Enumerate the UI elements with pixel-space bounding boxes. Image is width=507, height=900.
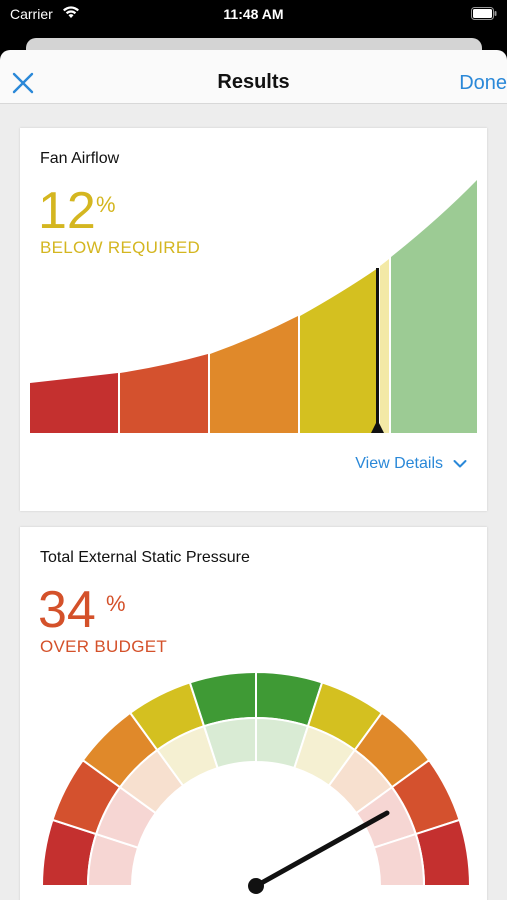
- view-details-label: View Details: [355, 455, 443, 472]
- wifi-icon: [63, 6, 79, 18]
- airflow-segment-yellow: [300, 268, 378, 433]
- fan-airflow-unit: %: [96, 192, 116, 217]
- results-scroll[interactable]: Fan Airflow 12 % BELOW REQUIRED View Det…: [0, 104, 507, 900]
- airflow-needle-tip: [371, 420, 384, 433]
- gauge-inner-segment: [372, 832, 426, 887]
- airflow-segment-red-orange: [120, 354, 208, 433]
- static-pressure-status: OVER BUDGET: [40, 637, 168, 656]
- fan-airflow-value: 12: [38, 182, 96, 240]
- gauge-needle-hub: [248, 878, 264, 894]
- pressure-gauge: [40, 670, 472, 894]
- airflow-needle: [376, 268, 379, 433]
- gauge-segments: [40, 670, 472, 887]
- done-button[interactable]: Done: [459, 72, 507, 94]
- static-pressure-title: Total External Static Pressure: [40, 549, 250, 566]
- close-icon[interactable]: [10, 70, 36, 96]
- view-details-button[interactable]: View Details: [355, 455, 467, 473]
- airflow-segment-red: [30, 373, 118, 433]
- static-pressure-unit: %: [106, 591, 126, 616]
- clock: 11:48 AM: [223, 6, 284, 22]
- airflow-segment-orange: [210, 316, 298, 433]
- fan-airflow-status: BELOW REQUIRED: [40, 238, 201, 257]
- battery-icon: [471, 7, 497, 20]
- fan-airflow-title: Fan Airflow: [40, 150, 120, 167]
- airflow-bar-chart: [30, 180, 477, 433]
- carrier-label: Carrier: [10, 6, 53, 22]
- nav-bar: Results Done: [0, 50, 507, 104]
- gauge-needle: [253, 810, 390, 889]
- page-title: Results: [217, 71, 290, 93]
- static-pressure-card: Total External Static Pressure 34 % OVER…: [20, 527, 487, 900]
- status-bar: Carrier 11:48 AM: [0, 0, 507, 30]
- airflow-segment-pale-yellow: [380, 259, 389, 433]
- chevron-down-icon: [453, 460, 467, 468]
- airflow-segment-green: [391, 180, 477, 433]
- fan-airflow-card: Fan Airflow 12 % BELOW REQUIRED View Det…: [20, 128, 487, 511]
- static-pressure-value: 34: [38, 581, 96, 639]
